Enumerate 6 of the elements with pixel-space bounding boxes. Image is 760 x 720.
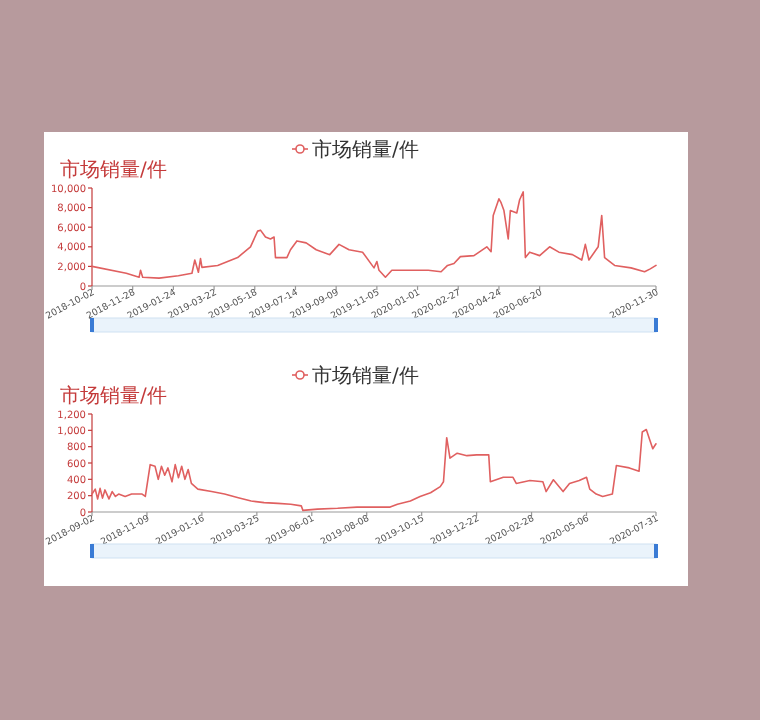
legend-label: 市场销量/件 xyxy=(312,364,419,388)
legend-label: 市场销量/件 xyxy=(312,138,419,162)
line-series xyxy=(91,191,657,279)
y-axis-title: 市场销量/件 xyxy=(60,384,167,408)
line-series xyxy=(91,428,657,512)
y-axis-title: 市场销量/件 xyxy=(60,158,167,182)
